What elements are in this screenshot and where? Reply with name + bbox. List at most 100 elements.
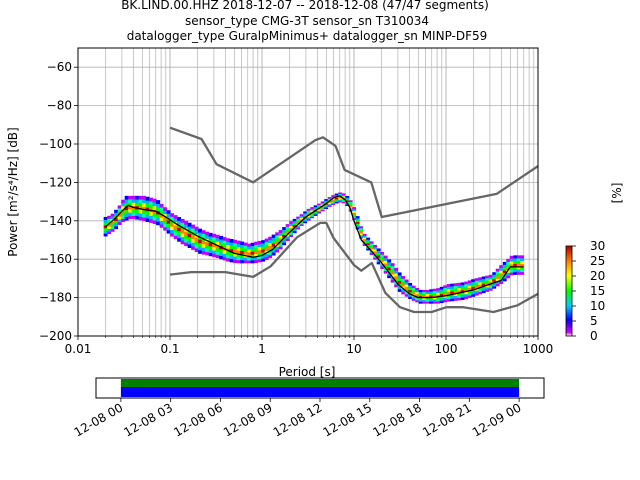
- ppsd-cell: [516, 255, 521, 259]
- ppsd-cell: [215, 234, 220, 239]
- ppsd-cell: [495, 271, 500, 274]
- ppsd-cell: [341, 198, 346, 201]
- ppsd-cell: [215, 251, 220, 255]
- ppsd-cell: [103, 222, 108, 226]
- ppsd-cell: [369, 247, 374, 250]
- ppsd-cell: [159, 207, 164, 211]
- ppsd-cell: [247, 243, 252, 247]
- ppsd-cell: [299, 217, 304, 220]
- ppsd-cell: [401, 283, 406, 287]
- ppsd-cell: [212, 253, 217, 258]
- ppsd-cell: [282, 229, 287, 233]
- ppsd-cell: [443, 299, 448, 303]
- ppsd-cell: [348, 201, 353, 204]
- ppsd-cell: [506, 275, 511, 279]
- ppsd-cell: [135, 215, 140, 220]
- ppsd-cell: [488, 277, 493, 280]
- ppsd-cell: [352, 214, 357, 217]
- ppsd-cell: [509, 272, 514, 276]
- ppsd-cell: [453, 295, 458, 299]
- ppsd-cell: [509, 269, 514, 273]
- ppsd-cell: [418, 289, 423, 293]
- ppsd-cell: [268, 254, 273, 259]
- ppsd-cell: [173, 232, 178, 236]
- ppsd-cell: [397, 277, 402, 281]
- ppsd-cell: [194, 240, 199, 245]
- ppsd-cell: [201, 233, 206, 238]
- ppsd-cell: [299, 222, 304, 225]
- ppsd-cell: [285, 231, 290, 234]
- ppsd-cell: [278, 246, 283, 250]
- ppsd-cell: [268, 251, 273, 256]
- ppsd-cell: [509, 264, 514, 268]
- ppsd-cell: [299, 214, 304, 217]
- ppsd-cell: [390, 279, 395, 283]
- ppsd-cell: [460, 292, 465, 296]
- ppsd-cell: [348, 200, 353, 203]
- ppsd-cell: [205, 251, 210, 256]
- ppsd-cell: [488, 281, 493, 284]
- ppsd-cell: [327, 203, 332, 206]
- ppsd-cell: [387, 262, 392, 265]
- ppsd-cell: [320, 206, 325, 209]
- ppsd-cell: [394, 281, 399, 285]
- ppsd-cell: [411, 289, 416, 293]
- ppsd-cell: [222, 240, 227, 244]
- ppsd-cell: [429, 299, 434, 302]
- timeline-green-bar: [120, 379, 520, 387]
- ppsd-cell: [121, 212, 126, 216]
- ppsd-cell: [387, 259, 392, 263]
- ppsd-cell: [411, 285, 416, 289]
- ppsd-cell: [303, 221, 308, 224]
- ppsd-cell: [296, 225, 301, 228]
- ppsd-cell: [467, 280, 472, 284]
- ppsd-cell: [222, 237, 227, 241]
- ppsd-cell: [520, 271, 525, 275]
- ppsd-cell: [513, 266, 518, 270]
- ppsd-cell: [278, 235, 283, 239]
- title-line-1: BK.LIND.00.HHZ 2018-12-07 -- 2018-12-08 …: [121, 0, 489, 12]
- ppsd-cell: [275, 246, 280, 250]
- ppsd-cell: [362, 233, 367, 236]
- ppsd-cell: [173, 235, 178, 240]
- ppsd-cell: [194, 244, 199, 249]
- ppsd-cell: [212, 250, 217, 254]
- ppsd-cell: [432, 294, 437, 298]
- ppsd-cell: [152, 202, 157, 207]
- ppsd-cell: [450, 288, 455, 292]
- ppsd-cell: [156, 217, 161, 222]
- ppsd-cell: [145, 200, 150, 205]
- ppsd-cell: [446, 284, 451, 287]
- ppsd-cell: [289, 232, 294, 235]
- ppsd-cell: [341, 201, 346, 204]
- ppsd-cell: [250, 257, 255, 261]
- ppsd-cell: [439, 291, 444, 294]
- ppsd-cell: [401, 288, 406, 292]
- ppsd-cell: [355, 227, 360, 230]
- ppsd-cell: [415, 289, 420, 293]
- ppsd-cell: [219, 235, 224, 240]
- ppsd-cell: [131, 212, 136, 216]
- ppsd-cell: [516, 263, 521, 267]
- ppsd-cell: [317, 204, 322, 207]
- ppsd-cell: [233, 246, 238, 250]
- ppsd-cell: [131, 215, 136, 220]
- ppsd-cell: [404, 281, 409, 285]
- ppsd-cell: [261, 243, 266, 247]
- ppsd-cell: [499, 265, 504, 269]
- ppsd-cell: [383, 268, 388, 272]
- ppsd-cell: [156, 214, 161, 219]
- ppsd-cell: [264, 241, 269, 245]
- ppsd-cell: [422, 295, 427, 298]
- ppsd-cell: [436, 294, 441, 298]
- ppsd-cell: [159, 224, 164, 228]
- ppsd-cell: [166, 220, 171, 224]
- ppsd-cell: [135, 202, 140, 207]
- ppsd-cell: [352, 216, 357, 219]
- ppsd-cell: [320, 209, 325, 212]
- ppsd-cell: [285, 226, 290, 230]
- ppsd-cell: [334, 197, 339, 200]
- ppsd-cell: [117, 213, 122, 217]
- ppsd-cell: [159, 217, 164, 222]
- ppsd-cell: [145, 214, 150, 219]
